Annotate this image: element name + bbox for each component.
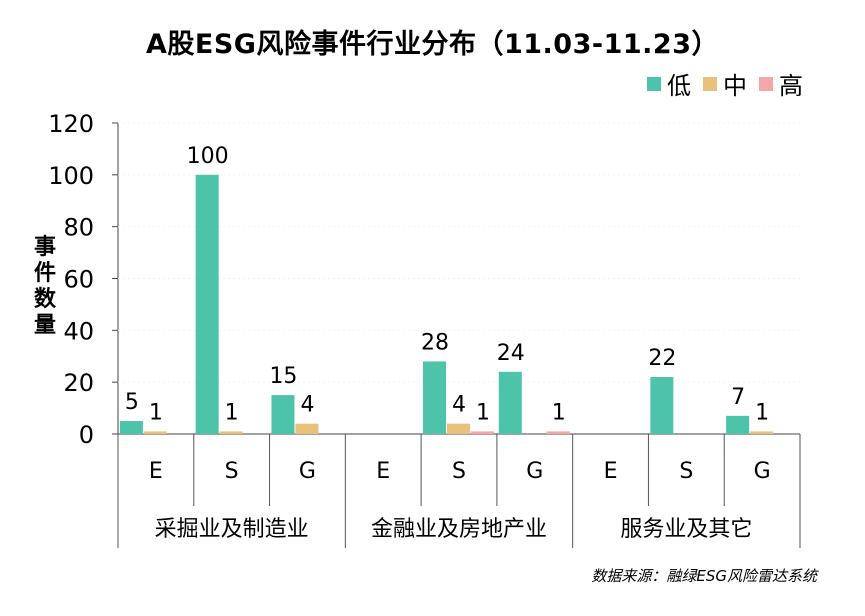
- bar-中: [219, 431, 243, 434]
- bar-低: [119, 421, 143, 434]
- data-label: 1: [552, 400, 566, 425]
- x-tick-label: G: [754, 459, 771, 484]
- x-tick-label: G: [526, 459, 543, 484]
- bar-中: [750, 431, 774, 434]
- data-label: 5: [125, 390, 139, 415]
- data-label: 4: [300, 393, 314, 418]
- bar-低: [726, 415, 750, 434]
- bar-低: [423, 361, 446, 434]
- bar-低: [271, 395, 295, 434]
- data-label: 4: [452, 393, 466, 418]
- data-label: 28: [421, 330, 449, 355]
- legend-item-0: 低: [647, 66, 691, 101]
- data-label: 1: [149, 400, 163, 425]
- group-label: 采掘业及制造业: [155, 517, 309, 542]
- legend-label: 低: [667, 72, 691, 100]
- data-label: 100: [187, 144, 229, 169]
- bar-中: [447, 423, 470, 434]
- legend-item-1: 中: [703, 66, 747, 101]
- x-tick-label: E: [604, 459, 618, 484]
- x-tick-label: G: [299, 459, 316, 484]
- y-tick-label: 40: [63, 317, 94, 345]
- y-tick-label: 20: [63, 369, 94, 397]
- legend-swatch: [703, 76, 717, 91]
- bar-高: [546, 431, 570, 434]
- group-label: 金融业及房地产业: [371, 517, 547, 542]
- legend: 低中高: [635, 66, 803, 101]
- x-tick-label: E: [376, 459, 390, 484]
- x-tick-label: S: [225, 459, 239, 484]
- legend-label: 高: [779, 72, 803, 100]
- y-axis-label: 事件数量: [33, 235, 56, 338]
- data-label: 24: [497, 341, 525, 366]
- data-label: 7: [731, 385, 745, 410]
- x-tick-label: S: [679, 459, 693, 484]
- y-tick-label: 120: [48, 110, 94, 138]
- legend-label: 中: [723, 72, 747, 100]
- y-tick-label: 0: [79, 421, 94, 449]
- x-tick-label: E: [149, 459, 163, 484]
- legend-item-2: 高: [759, 66, 803, 101]
- y-tick-label: 80: [63, 214, 94, 242]
- data-label: 15: [269, 364, 297, 389]
- group-label: 服务业及其它: [620, 517, 752, 542]
- y-tick-label: 100: [48, 162, 94, 190]
- data-label: 22: [648, 346, 676, 371]
- bar-高: [471, 431, 494, 434]
- legend-swatch: [759, 76, 773, 91]
- source-note: 数据来源：融绿ESG风险雷达系统: [591, 567, 817, 585]
- legend-swatch: [647, 76, 661, 91]
- y-tick-label: 60: [63, 266, 94, 294]
- data-label: 1: [476, 400, 490, 425]
- bar-低: [498, 371, 522, 434]
- chart-title: A股ESG风险事件行业分布（11.03-11.23）: [146, 29, 719, 60]
- bar-中: [143, 431, 167, 434]
- data-label: 1: [225, 400, 239, 425]
- data-label: 1: [755, 400, 769, 425]
- bar-低: [195, 174, 219, 435]
- bar-中: [295, 423, 319, 434]
- x-tick-label: S: [452, 459, 466, 484]
- bar-低: [650, 376, 674, 434]
